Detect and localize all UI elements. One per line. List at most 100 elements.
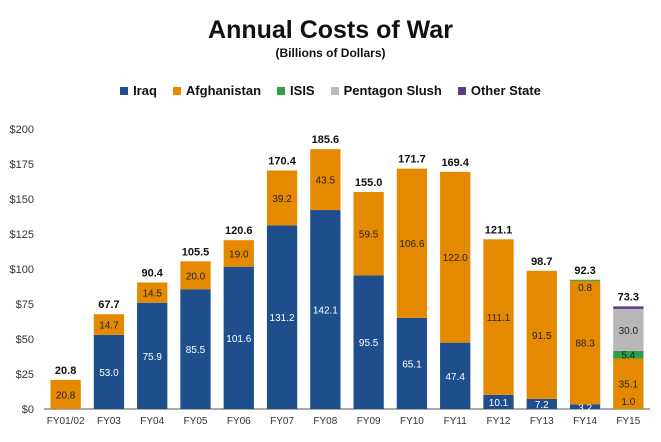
y-tick-label: $50 [16,334,34,346]
bar-value-label-iraq: 65.1 [402,359,422,370]
bar-segment-iraq-fy10 [396,317,428,409]
legend-item-iraq: Iraq [120,83,157,98]
bar-segment-iraq-fy11 [440,342,471,409]
bar-segment-afghanistan-fy10 [396,168,428,318]
bar-segment-afghanistan-fy04 [137,282,168,303]
bar-value-label-pentagon-slush: 30.0 [619,326,639,337]
bar-total-label: 90.4 [142,267,164,279]
bar-value-label-afghanistan: 14.7 [99,321,119,332]
legend-item-afghanistan: Afghanistan [172,83,262,98]
bar-value-label-afghanistan: 20.0 [186,271,206,282]
bar-segment-iraq-fy13 [526,398,557,409]
bar-value-label-iraq: 142.1 [313,306,338,317]
legend-swatch-iraq [120,86,129,95]
x-tick-label: FY06 [227,416,251,427]
bar-total-label: 20.8 [55,365,76,377]
x-tick-label: FY03 [97,416,121,427]
x-tick-label: FY13 [530,416,554,427]
x-tick-label: FY05 [184,416,208,427]
bar-segment-pentagon-slush-fy15 [613,308,644,351]
bar-segment-iraq-fy12 [483,394,514,409]
legend-label-afghanistan: Afghanistan [185,83,262,98]
bar-value-label-iraq: 85.5 [186,345,206,356]
bar-value-label-afghanistan: 91.5 [532,331,552,342]
bar-segment-afghanistan-fy13 [526,270,557,399]
bar-segment-afghanistan-fy15 [613,358,644,409]
bar-segment-afghanistan-fy05 [180,261,211,290]
y-tick-label: $150 [10,194,34,206]
bar-value-label-afghanistan: 122.0 [443,253,468,264]
legend-label-other-state: Other State [470,83,541,98]
y-tick-label: $175 [10,159,34,171]
x-tick-label: FY14 [573,416,597,427]
bar-value-label-iraq: 3.2 [578,403,592,414]
legend-label-isis: ISIS [290,83,315,98]
bar-segment-afghanistan-fy03 [93,314,125,335]
x-tick-label: FY10 [400,416,424,427]
bar-value-label-iraq: 95.5 [359,338,379,349]
legend-swatch-other-state [457,86,466,95]
bar-total-label: 169.4 [441,157,469,169]
chart-title: Annual Costs of War [208,16,453,44]
bar-total-label: 121.1 [485,224,513,236]
legend-label-iraq: Iraq [133,83,157,98]
bar-extra-label: 1.0 [621,397,635,408]
bar-value-label-afghanistan: 43.5 [316,176,336,187]
legend-swatch-isis [277,86,286,95]
legend-swatch-pentagon-slush [330,86,339,95]
bar-value-label-iraq: 53.0 [99,368,119,379]
bar-value-label-afghanistan: 111.1 [487,313,511,324]
x-tick-label: FY12 [487,416,511,427]
bar-value-label-afghanistan: 106.6 [399,239,424,250]
bar-total-label: 98.7 [531,256,552,268]
y-tick-label: $200 [10,124,34,136]
legend-label-pentagon-slush: Pentagon Slush [343,83,442,98]
legend-item-other-state: Other State [457,83,541,98]
bar-segment-iraq-fy08 [310,210,341,409]
x-tick-label: FY08 [313,416,337,427]
bar-segment-iraq-fy14 [569,404,601,409]
bar-segment-afghanistan-fy06 [223,240,254,267]
bar-total-label: 171.7 [398,154,426,166]
bar-total-label: 105.5 [182,246,210,258]
bar-segment-afghanistan-fy07 [266,170,298,226]
bar-segment-iraq-fy04 [137,302,168,409]
bar-segment-afghanistan-fy12 [483,239,514,395]
x-tick-label: FY01/02 [47,416,85,427]
bar-value-label-isis: 0.8 [578,283,592,294]
bar-segment-iraq-fy03 [93,334,125,409]
bar-value-label-afghanistan: 88.3 [575,339,595,350]
bar-segment-iraq-fy09 [353,275,384,409]
bar-segment-iraq-fy07 [266,225,298,409]
bar-total-label: 92.3 [574,265,595,277]
legend: Iraq Afghanistan ISIS Pentagon Slush Other S… [0,83,661,98]
bar-segment-afghanistan-fy09 [353,192,384,276]
bar-value-label-iraq: 10.1 [489,398,509,409]
bar-value-label-afghanistan: 14.5 [142,289,162,300]
x-tick-label: FY09 [357,416,381,427]
legend-item-isis: ISIS [277,83,315,98]
y-tick-label: $25 [16,369,34,381]
bar-value-label-iraq: 75.9 [142,352,162,363]
x-tick-label: FY11 [444,416,468,427]
legend-item-pentagon-slush: Pentagon Slush [330,83,442,98]
bar-value-label-isis: 5.4 [621,351,635,362]
x-tick-label: FY15 [616,416,640,427]
x-tick-label: FY07 [270,416,294,427]
bar-segment-other-state-fy15 [613,306,644,309]
bar-value-label-afghanistan: 20.8 [56,390,76,401]
y-tick-label: $75 [16,299,34,311]
legend-swatch-afghanistan [172,86,181,95]
bar-segment-iraq-fy06 [223,266,254,409]
bar-segment-afghanistan-fy08 [310,149,341,211]
y-tick-label: $125 [10,229,34,241]
bar-value-label-afghanistan: 59.5 [359,230,379,241]
bar-segment-afghanistan-fy11 [440,171,471,343]
bar-value-label-iraq: 131.2 [270,313,295,324]
y-tick-label: $100 [10,264,34,276]
bar-value-label-afghanistan: 35.1 [619,380,639,391]
y-tick-label: $0 [22,404,34,416]
bar-value-label-afghanistan: 39.2 [272,194,292,205]
bar-total-label: 185.6 [312,134,340,146]
